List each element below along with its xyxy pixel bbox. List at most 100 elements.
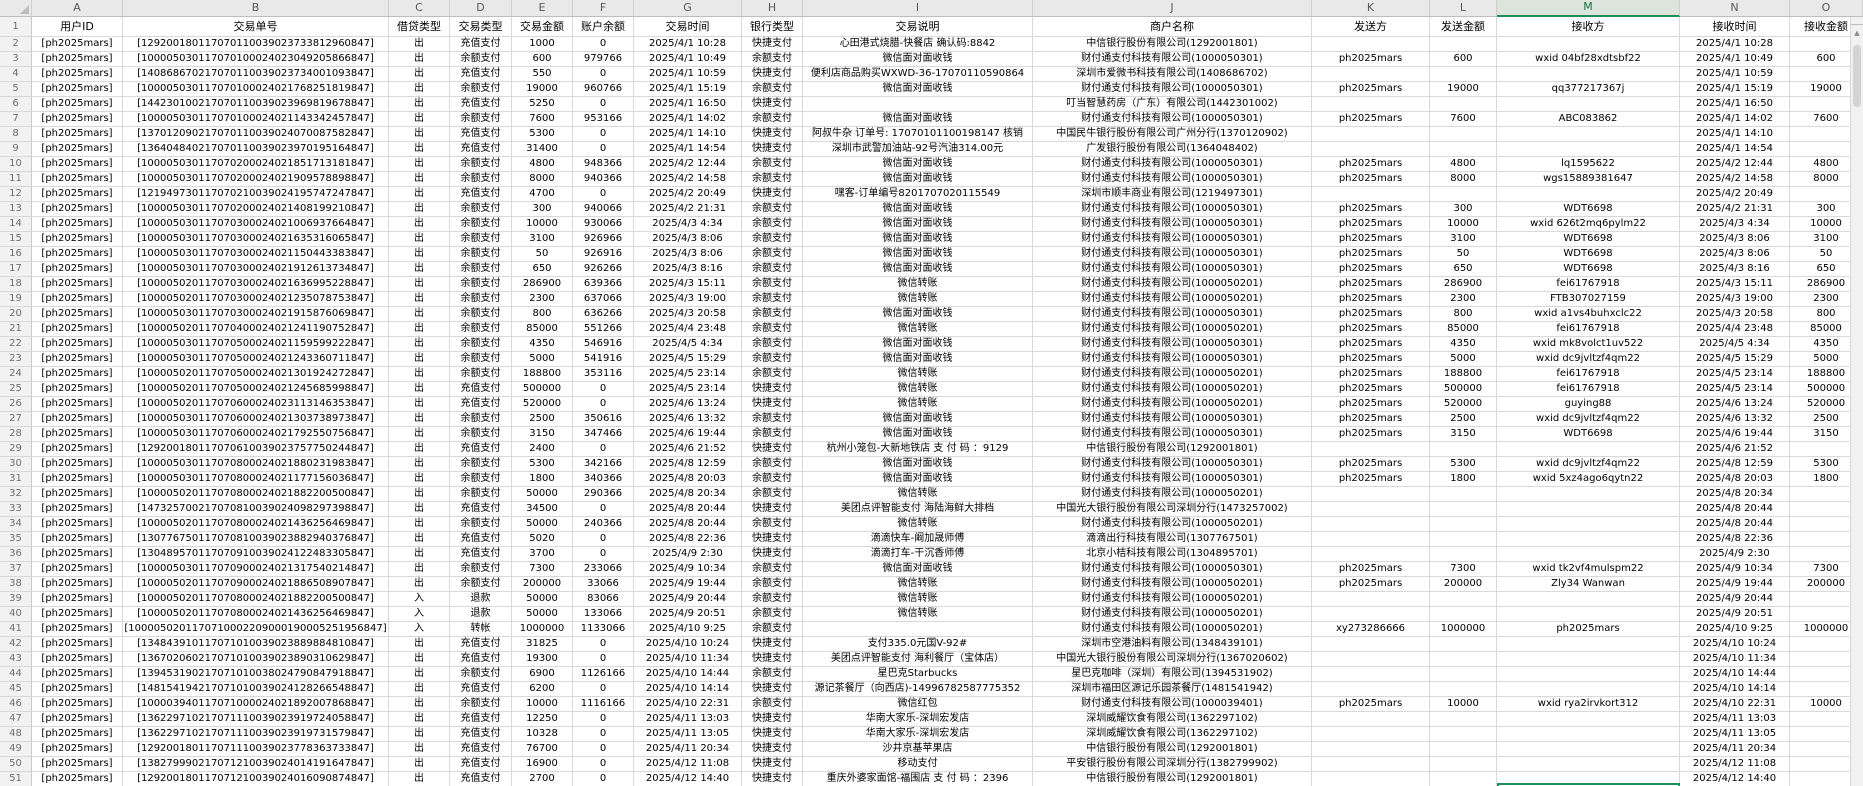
cell-D30[interactable]: 余额支付 bbox=[450, 457, 512, 472]
cell-C30[interactable]: 出 bbox=[389, 457, 450, 472]
cell-I13[interactable]: 微信面对面收钱 bbox=[803, 202, 1033, 217]
cell-F41[interactable]: 1133066 bbox=[573, 622, 634, 637]
cell-N29[interactable]: 2025/4/6 21:52 bbox=[1680, 442, 1790, 457]
cell-F4[interactable]: 0 bbox=[573, 67, 634, 82]
cell-M14[interactable]: wxid 626t2mq6pylm22 bbox=[1497, 217, 1680, 232]
cell-L38[interactable]: 200000 bbox=[1430, 577, 1497, 592]
cell-J26[interactable]: 财付通支付科技有限公司(1000050201) bbox=[1033, 397, 1312, 412]
cell-I11[interactable]: 微信面对面收钱 bbox=[803, 172, 1033, 187]
cell-B26[interactable]: [100005020117070600024023113146353847] bbox=[123, 397, 389, 412]
cell-D37[interactable]: 余额支付 bbox=[450, 562, 512, 577]
cell-I34[interactable]: 微信转账 bbox=[803, 517, 1033, 532]
row-header-11[interactable]: 11 bbox=[0, 172, 32, 187]
cell-F33[interactable]: 0 bbox=[573, 502, 634, 517]
row-header-46[interactable]: 46 bbox=[0, 697, 32, 712]
cell-D5[interactable]: 余额支付 bbox=[450, 82, 512, 97]
cell-K27[interactable]: ph2025mars bbox=[1312, 412, 1430, 427]
cell-B47[interactable]: [136229710217071110039023919724058847] bbox=[123, 712, 389, 727]
cell-C26[interactable]: 出 bbox=[389, 397, 450, 412]
cell-E46[interactable]: 10000 bbox=[512, 697, 573, 712]
cell-C47[interactable]: 出 bbox=[389, 712, 450, 727]
cell-E7[interactable]: 7600 bbox=[512, 112, 573, 127]
cell-M47[interactable] bbox=[1497, 712, 1680, 727]
cell-C11[interactable]: 出 bbox=[389, 172, 450, 187]
cell-G24[interactable]: 2025/4/5 23:14 bbox=[634, 367, 742, 382]
cell-K9[interactable] bbox=[1312, 142, 1430, 157]
cell-H50[interactable]: 快捷支付 bbox=[742, 757, 803, 772]
cell-K36[interactable] bbox=[1312, 547, 1430, 562]
cell-J14[interactable]: 财付通支付科技有限公司(1000050301) bbox=[1033, 217, 1312, 232]
cell-B27[interactable]: [100005030117070600024021303738973847] bbox=[123, 412, 389, 427]
cell-N50[interactable]: 2025/4/12 11:08 bbox=[1680, 757, 1790, 772]
cell-I46[interactable]: 微信红包 bbox=[803, 697, 1033, 712]
cell-I19[interactable]: 微信转账 bbox=[803, 292, 1033, 307]
cell-L28[interactable]: 3150 bbox=[1430, 427, 1497, 442]
cell-A36[interactable]: [ph2025mars] bbox=[32, 547, 123, 562]
cell-I27[interactable]: 微信面对面收钱 bbox=[803, 412, 1033, 427]
cell-M27[interactable]: wxid dc9jvltzf4qm22 bbox=[1497, 412, 1680, 427]
cell-L51[interactable] bbox=[1430, 772, 1497, 786]
cell-N41[interactable]: 2025/4/10 9:25 bbox=[1680, 622, 1790, 637]
cell-J50[interactable]: 平安银行股份有限公司深圳分行(1382799902) bbox=[1033, 757, 1312, 772]
cell-I33[interactable]: 美团点评智能支付 海陆海鲜大排档 bbox=[803, 502, 1033, 517]
cell-H43[interactable]: 快捷支付 bbox=[742, 652, 803, 667]
cell-D24[interactable]: 余额支付 bbox=[450, 367, 512, 382]
cell-L50[interactable] bbox=[1430, 757, 1497, 772]
cell-I30[interactable]: 微信面对面收钱 bbox=[803, 457, 1033, 472]
cell-B22[interactable]: [100005030117070500024021159599222847] bbox=[123, 337, 389, 352]
cell-M11[interactable]: wgs15889381647 bbox=[1497, 172, 1680, 187]
column-header-C[interactable]: C bbox=[389, 0, 450, 17]
row-header-30[interactable]: 30 bbox=[0, 457, 32, 472]
cell-F2[interactable]: 0 bbox=[573, 37, 634, 52]
cell-K6[interactable] bbox=[1312, 97, 1430, 112]
cell-L13[interactable]: 300 bbox=[1430, 202, 1497, 217]
cell-G37[interactable]: 2025/4/9 10:34 bbox=[634, 562, 742, 577]
row-header-8[interactable]: 8 bbox=[0, 127, 32, 142]
cell-L49[interactable] bbox=[1430, 742, 1497, 757]
cell-B4[interactable]: [140868670217070110039023734001093847] bbox=[123, 67, 389, 82]
cell-K42[interactable] bbox=[1312, 637, 1430, 652]
cell-M23[interactable]: wxid dc9jvltzf4qm22 bbox=[1497, 352, 1680, 367]
row-header-44[interactable]: 44 bbox=[0, 667, 32, 682]
cell-J49[interactable]: 中信银行股份有限公司(1292001801) bbox=[1033, 742, 1312, 757]
scrollbar-split-handle[interactable] bbox=[1851, 17, 1863, 25]
cell-L47[interactable] bbox=[1430, 712, 1497, 727]
cell-I15[interactable]: 微信面对面收钱 bbox=[803, 232, 1033, 247]
cell-I23[interactable]: 微信面对面收钱 bbox=[803, 352, 1033, 367]
cell-K46[interactable]: ph2025mars bbox=[1312, 697, 1430, 712]
cell-I10[interactable]: 微信面对面收钱 bbox=[803, 157, 1033, 172]
cell-F14[interactable]: 930066 bbox=[573, 217, 634, 232]
cell-D10[interactable]: 余额支付 bbox=[450, 157, 512, 172]
cell-J7[interactable]: 财付通支付科技有限公司(1000050301) bbox=[1033, 112, 1312, 127]
cell-N6[interactable]: 2025/4/1 16:50 bbox=[1680, 97, 1790, 112]
cell-C15[interactable]: 出 bbox=[389, 232, 450, 247]
cell-M6[interactable] bbox=[1497, 97, 1680, 112]
cell-L31[interactable]: 1800 bbox=[1430, 472, 1497, 487]
cell-H48[interactable]: 快捷支付 bbox=[742, 727, 803, 742]
cell-L20[interactable]: 800 bbox=[1430, 307, 1497, 322]
cell-G13[interactable]: 2025/4/2 21:31 bbox=[634, 202, 742, 217]
cell-E40[interactable]: 50000 bbox=[512, 607, 573, 622]
cell-G45[interactable]: 2025/4/10 14:14 bbox=[634, 682, 742, 697]
cell-E32[interactable]: 50000 bbox=[512, 487, 573, 502]
cell-L4[interactable] bbox=[1430, 67, 1497, 82]
cell-D18[interactable]: 余额支付 bbox=[450, 277, 512, 292]
cell-H44[interactable]: 余额支付 bbox=[742, 667, 803, 682]
row-header-27[interactable]: 27 bbox=[0, 412, 32, 427]
cell-H8[interactable]: 快捷支付 bbox=[742, 127, 803, 142]
cell-N8[interactable]: 2025/4/1 14:10 bbox=[1680, 127, 1790, 142]
cell-B3[interactable]: [100005030117070100024023049205866847] bbox=[123, 52, 389, 67]
cell-A13[interactable]: [ph2025mars] bbox=[32, 202, 123, 217]
cell-H27[interactable]: 余额支付 bbox=[742, 412, 803, 427]
cell-B14[interactable]: [100005030117070300024021006937664847] bbox=[123, 217, 389, 232]
cell-B15[interactable]: [100005030117070300024021635316065847] bbox=[123, 232, 389, 247]
cell-L44[interactable] bbox=[1430, 667, 1497, 682]
cell-H40[interactable]: 余额支付 bbox=[742, 607, 803, 622]
cell-G36[interactable]: 2025/4/9 2:30 bbox=[634, 547, 742, 562]
row-header-34[interactable]: 34 bbox=[0, 517, 32, 532]
cell-J28[interactable]: 财付通支付科技有限公司(1000050301) bbox=[1033, 427, 1312, 442]
cell-K38[interactable]: ph2025mars bbox=[1312, 577, 1430, 592]
cell-I35[interactable]: 滴滴快车-阚加晟师傅 bbox=[803, 532, 1033, 547]
cell-K50[interactable] bbox=[1312, 757, 1430, 772]
cell-A2[interactable]: [ph2025mars] bbox=[32, 37, 123, 52]
